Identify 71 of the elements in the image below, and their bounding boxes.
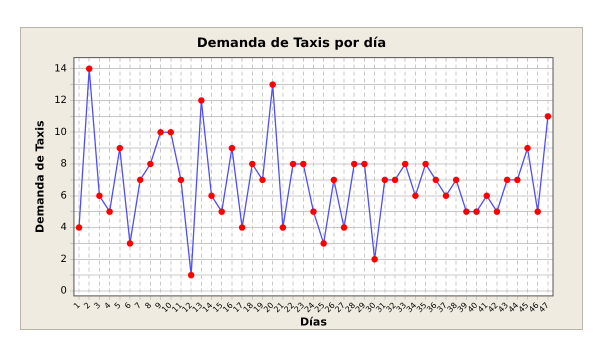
point	[412, 192, 419, 200]
y-tick-label: 10	[54, 126, 67, 138]
point	[147, 160, 154, 168]
x-axis-title: Días	[300, 315, 328, 328]
x-tick-label: 1	[72, 300, 82, 311]
x-tick-label: 3	[92, 300, 102, 311]
point	[228, 144, 236, 152]
point	[422, 160, 429, 168]
point	[524, 144, 531, 152]
point	[157, 128, 164, 136]
y-axis-title: Demanda de Taxis	[33, 120, 46, 233]
point	[432, 176, 440, 184]
x-tick-label: 5	[112, 300, 123, 311]
point	[126, 240, 134, 247]
point	[371, 256, 378, 263]
x-tick-label: 21	[272, 300, 286, 314]
point	[178, 176, 184, 184]
point	[310, 208, 317, 215]
point	[320, 240, 327, 247]
point	[340, 224, 348, 231]
point	[544, 113, 552, 120]
x-tick-label: 8	[143, 300, 154, 311]
point	[473, 208, 480, 215]
point	[259, 176, 266, 184]
point	[504, 176, 510, 184]
point	[463, 208, 470, 215]
x-tick-label: 2	[82, 300, 92, 311]
y-tick-label: 12	[54, 95, 67, 106]
point	[442, 192, 450, 200]
point	[290, 160, 296, 168]
point	[534, 208, 541, 215]
point	[106, 208, 113, 215]
x-tick-label: 7	[133, 300, 144, 311]
point	[249, 160, 256, 168]
y-tick-label: 6	[60, 190, 67, 202]
point	[392, 176, 398, 184]
chart-title: Demanda de Taxis por día	[196, 36, 386, 52]
point	[452, 176, 460, 184]
point	[350, 160, 358, 168]
point	[300, 160, 307, 168]
point	[218, 208, 225, 215]
y-tick-label: 2	[60, 254, 67, 265]
x-tick-label: 6	[122, 300, 133, 311]
point	[198, 97, 205, 104]
point	[280, 224, 286, 231]
point	[494, 208, 500, 215]
point	[86, 65, 92, 72]
point	[330, 176, 338, 184]
point	[136, 176, 144, 184]
y-tick-label: 14	[54, 63, 67, 74]
y-tick-label: 0	[60, 286, 67, 297]
point	[116, 144, 124, 152]
point	[188, 272, 194, 278]
point	[361, 160, 368, 168]
x-tick-label: 26	[323, 300, 337, 314]
point	[208, 192, 215, 200]
y-tick-label: 4	[60, 222, 67, 234]
point	[238, 224, 246, 231]
point	[269, 81, 276, 88]
point	[96, 192, 103, 200]
x-tick-label: 4	[102, 300, 112, 311]
point	[514, 176, 521, 184]
x-tick-label: 14	[200, 300, 214, 314]
point	[76, 224, 82, 231]
point	[168, 128, 174, 136]
x-tick-label: 9	[153, 300, 164, 311]
point	[483, 192, 490, 200]
point	[402, 160, 408, 168]
y-tick-label: 8	[60, 158, 67, 170]
x-tick-label: 11	[170, 300, 184, 314]
point	[382, 176, 388, 184]
